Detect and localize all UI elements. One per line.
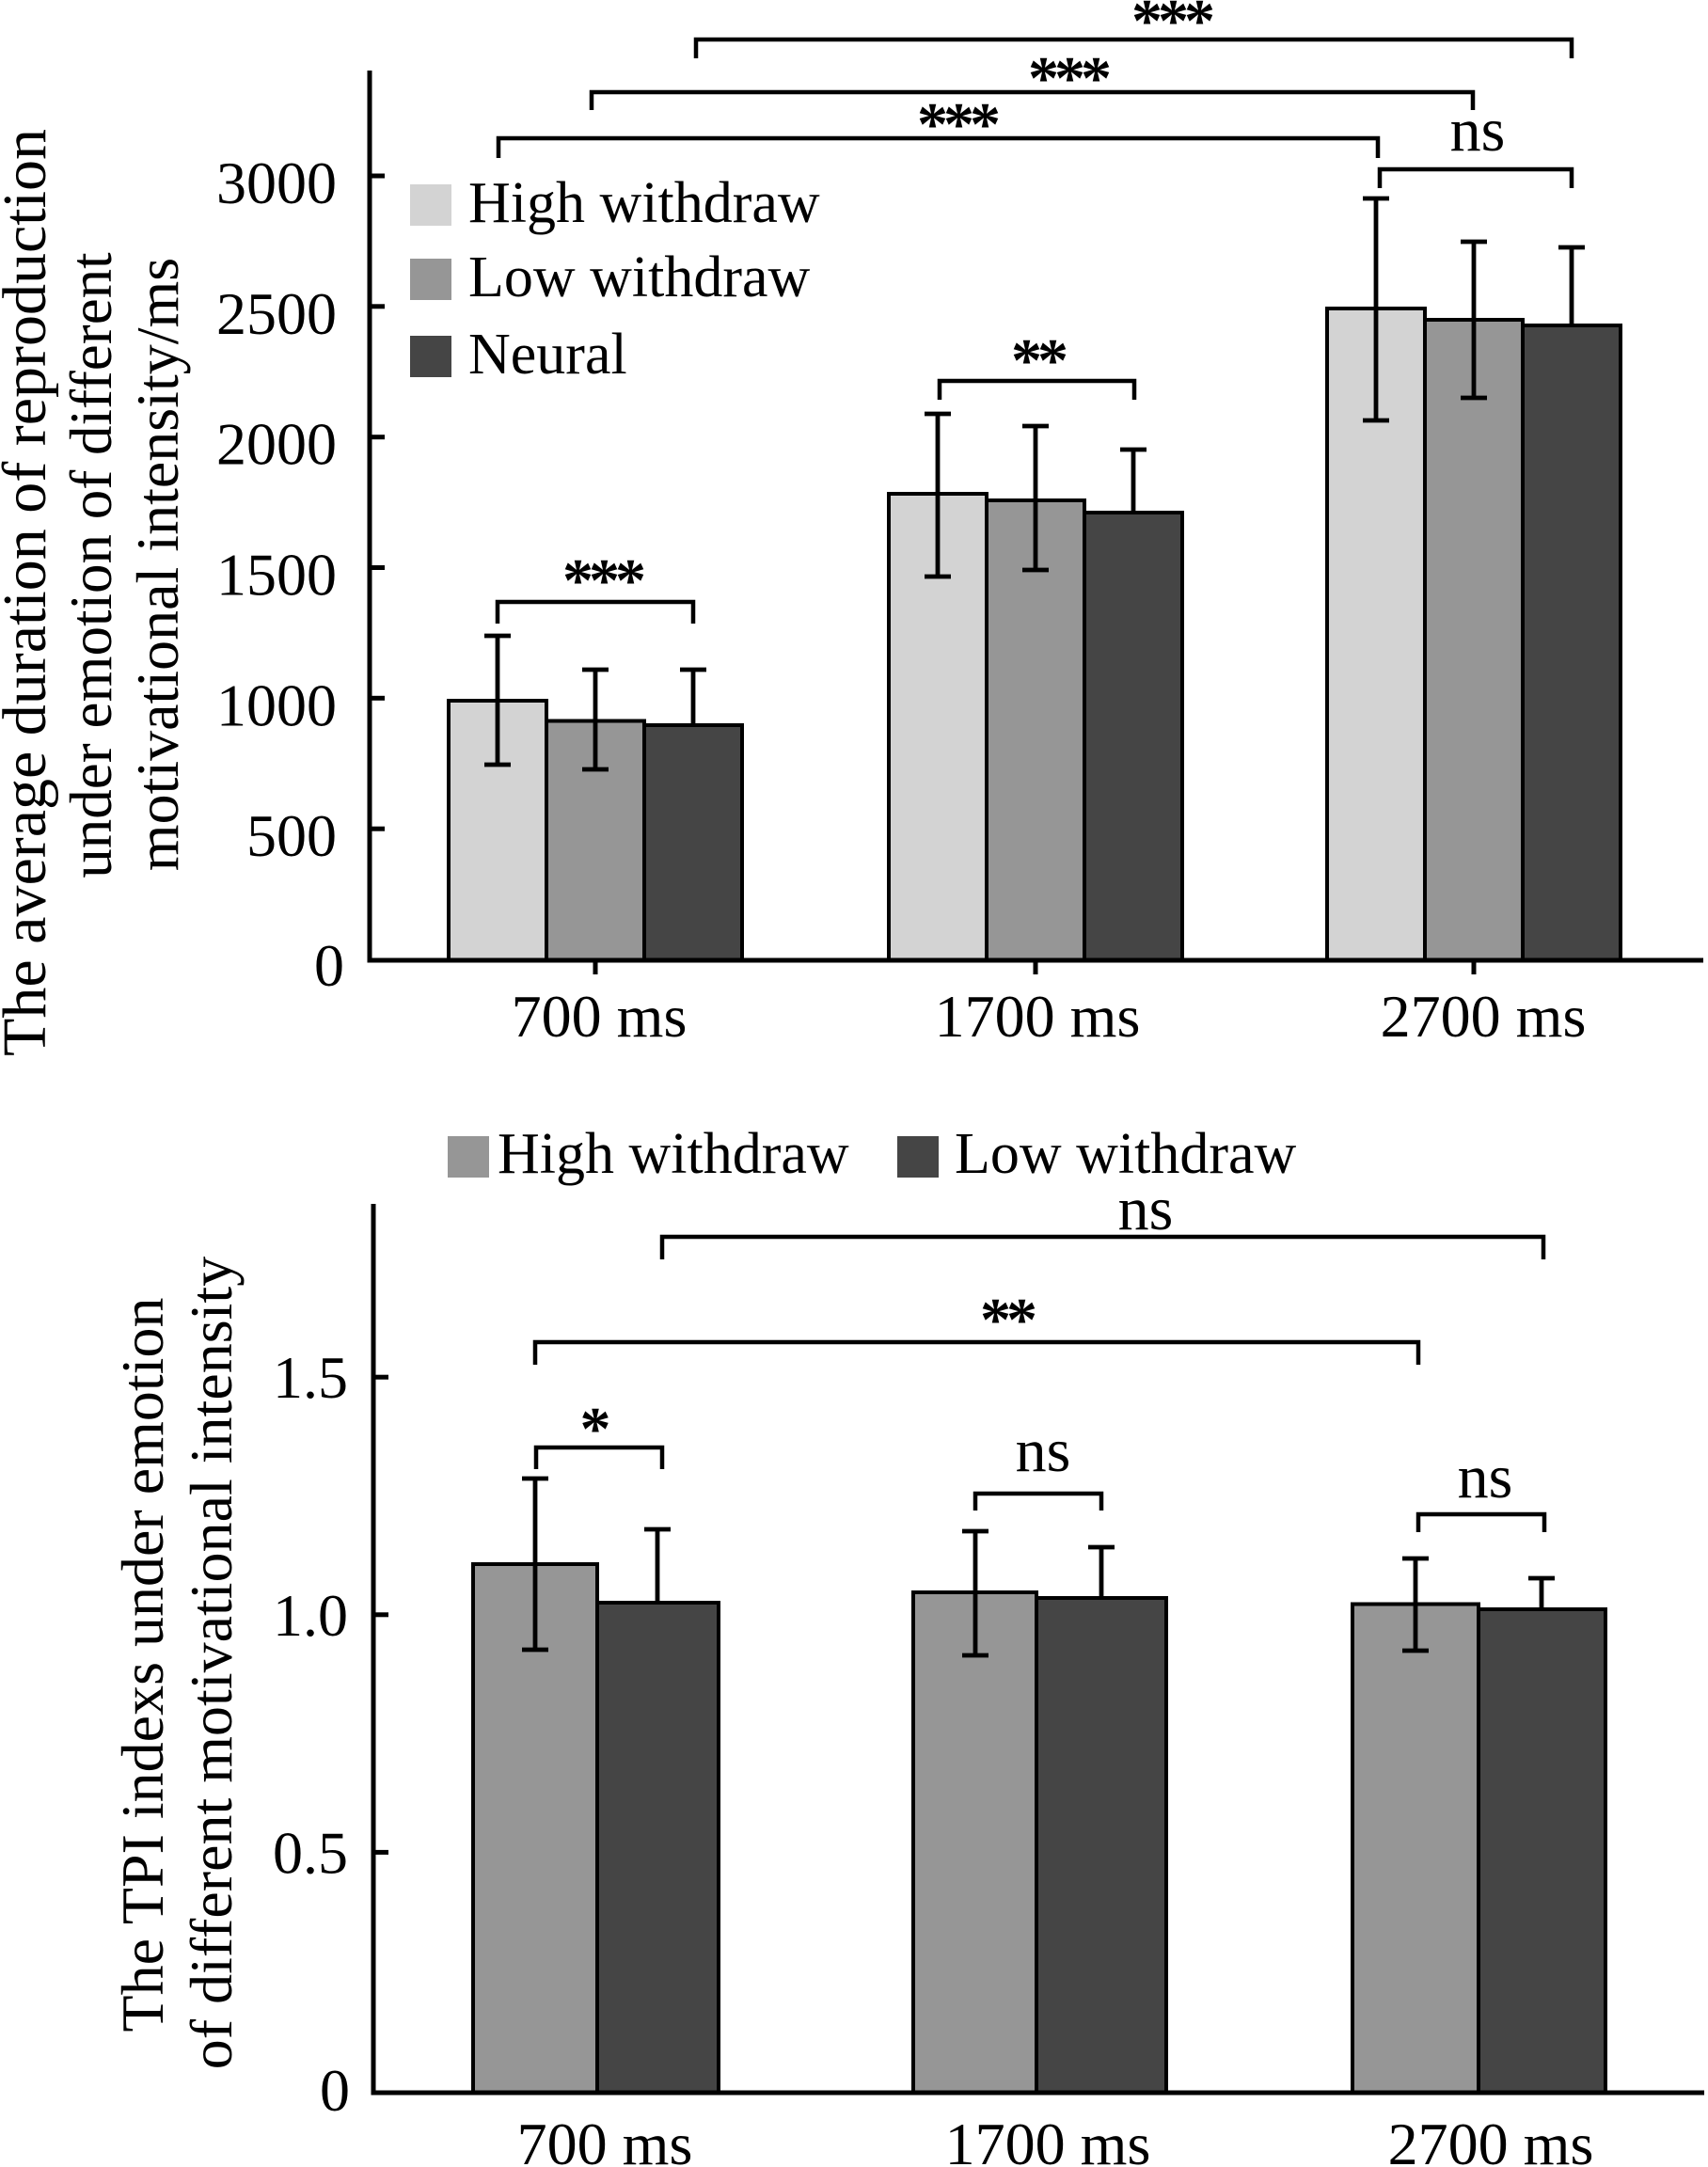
svg-text:motivational intensity/ms: motivational intensity/ms	[124, 258, 191, 871]
svg-text:*: *	[580, 1395, 611, 1463]
svg-text:1500: 1500	[216, 542, 337, 609]
svg-text:Neural: Neural	[468, 323, 627, 387]
svg-text:Low withdraw: Low withdraw	[955, 1122, 1297, 1186]
svg-text:500: 500	[246, 802, 337, 869]
svg-text:The TPI indexs under emotion: The TPI indexs under emotion	[109, 1298, 176, 2033]
svg-text:High withdraw: High withdraw	[468, 171, 820, 235]
svg-text:700 ms: 700 ms	[517, 2111, 693, 2167]
svg-text:***: ***	[562, 546, 644, 615]
svg-text:0: 0	[320, 2057, 350, 2124]
svg-text:2000: 2000	[216, 411, 337, 478]
svg-text:***: ***	[1028, 44, 1110, 113]
svg-text:1700 ms: 1700 ms	[945, 2111, 1151, 2167]
svg-text:1700 ms: 1700 ms	[935, 983, 1141, 1050]
svg-text:0.5: 0.5	[273, 1819, 348, 1886]
svg-text:700 ms: 700 ms	[512, 983, 688, 1050]
svg-text:2700 ms: 2700 ms	[1388, 2111, 1594, 2167]
svg-text:1.0: 1.0	[273, 1582, 348, 1649]
svg-text:0: 0	[314, 932, 344, 999]
svg-text:**: **	[980, 1286, 1036, 1354]
svg-text:ns: ns	[1118, 1175, 1174, 1243]
svg-text:ns: ns	[1450, 96, 1506, 165]
svg-text:1000: 1000	[216, 672, 337, 738]
svg-text:1.5: 1.5	[273, 1344, 348, 1411]
svg-text:ns: ns	[1016, 1416, 1071, 1485]
svg-text:***: ***	[1131, 0, 1213, 55]
svg-text:The average duration of reprod: The average duration of reproduction	[0, 129, 59, 1056]
svg-text:Low withdraw: Low withdraw	[468, 245, 811, 309]
svg-text:3000: 3000	[216, 150, 337, 216]
svg-text:ns: ns	[1458, 1443, 1513, 1511]
svg-text:2700 ms: 2700 ms	[1381, 983, 1587, 1050]
svg-text:**: **	[1011, 326, 1067, 395]
svg-text:under emotion of different: under emotion of different	[58, 252, 124, 878]
svg-text:***: ***	[917, 90, 999, 159]
svg-text:High withdraw: High withdraw	[498, 1122, 849, 1186]
svg-text:of different motivational inte: of different motivational intensity	[178, 1257, 245, 2069]
svg-text:2500: 2500	[216, 280, 337, 347]
